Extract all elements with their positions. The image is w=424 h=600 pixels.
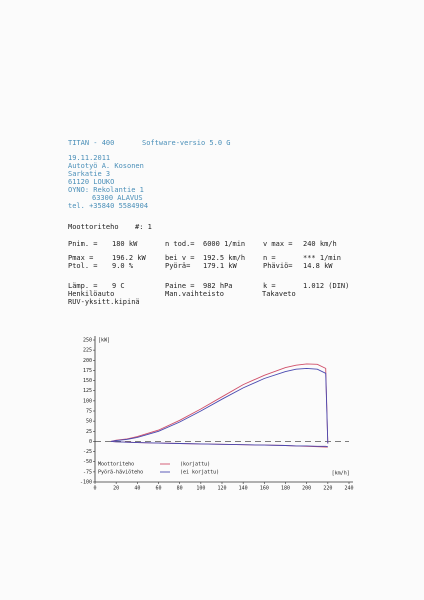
data-cell: k = [263, 282, 276, 290]
x-tick-label: 140 [239, 486, 248, 492]
data-cell: Pmax = [68, 254, 93, 262]
y-tick-label: 150 [83, 378, 92, 384]
data-cell: 982 hPa [203, 282, 233, 290]
y-tick-label: 100 [83, 398, 92, 404]
x-tick-label: 20 [113, 486, 119, 492]
power-curve [110, 363, 329, 444]
software-version: Software-versio 5.0 G [142, 139, 231, 147]
y-tick-label: 50 [86, 419, 92, 425]
data-cell: n = [263, 254, 276, 262]
y-tick-label: -25 [83, 449, 92, 455]
data-cell: Man.vaihteisto [165, 290, 224, 298]
data-cell: Ptol. = [68, 262, 98, 270]
y-tick-label: 25 [86, 429, 92, 435]
data-cell: v max = [263, 240, 293, 248]
y-tick-label: -75 [83, 469, 92, 475]
data-cell: RUV-yksitt.kipinä [68, 298, 140, 306]
device-title: TITAN - 400 [68, 139, 114, 147]
data-cell: Phäviö= [263, 262, 293, 270]
data-cell: 180 kW [112, 240, 138, 248]
legend-row-label: Moottoriteho [98, 462, 134, 468]
customer-line: OYNO: Rekolantie 1 [68, 186, 144, 194]
y-tick-label: 125 [83, 388, 92, 394]
data-cell: Paine = [165, 282, 195, 290]
y-tick-label: 75 [86, 409, 92, 415]
y-tick-label: 0 [89, 439, 92, 445]
customer-line: Autotyö A. Kosonen [68, 162, 144, 170]
data-cell: bei v = [165, 254, 195, 262]
data-cell: 240 km/h [303, 240, 337, 248]
x-tick-label: 160 [260, 486, 269, 492]
x-tick-label: 240 [344, 486, 353, 492]
power-curve [110, 367, 329, 444]
section-number: #: 1 [135, 223, 152, 231]
x-tick-label: 0 [93, 486, 96, 492]
y-tick-label: -50 [83, 459, 92, 465]
data-cell: 9 C [112, 282, 125, 290]
data-cell: n tod.= [165, 240, 195, 248]
legend-label: (korjattu) [180, 462, 210, 468]
section-title: Moottoriteho [68, 223, 119, 231]
legend-label: (ei korjattu) [180, 470, 219, 476]
data-cell: 179.1 kW [203, 262, 238, 270]
y-unit: [kW] [98, 338, 110, 344]
customer-line: 61120 LOUKO [68, 178, 114, 186]
x-unit: [km/h] [332, 471, 350, 477]
x-tick-label: 60 [155, 486, 161, 492]
y-tick-label: 200 [83, 358, 92, 364]
y-tick-label: 175 [83, 368, 92, 374]
legend-row-label: Pyörä-häviöteho [98, 470, 143, 476]
customer-line: 19.11.2011 [68, 154, 110, 162]
y-tick-label: 225 [83, 348, 92, 354]
power-curve [110, 440, 328, 448]
data-cell: 14.8 kW [303, 262, 333, 270]
data-cell: 1.012 (DIN) [303, 282, 349, 290]
x-tick-label: 180 [281, 486, 290, 492]
data-cell: 9.0 % [112, 262, 134, 270]
x-tick-label: 220 [323, 486, 332, 492]
y-tick-label: -100 [80, 480, 92, 486]
x-tick-label: 40 [134, 486, 140, 492]
customer-line: tel. +35840 5584904 [68, 202, 148, 210]
data-cell: Pyörä= [165, 262, 190, 270]
x-tick-label: 200 [302, 486, 311, 492]
data-cell: Pnim. = [68, 240, 98, 248]
data-cell: 192.5 km/h [203, 254, 245, 262]
x-tick-label: 80 [177, 486, 183, 492]
data-cell: 196.2 kW [112, 254, 147, 262]
data-cell: Takaveto [262, 290, 296, 298]
x-tick-label: 120 [217, 486, 226, 492]
data-cell: *** 1/min [303, 254, 341, 262]
customer-line: Sarkatie 3 [68, 170, 110, 178]
y-tick-label: 250 [83, 338, 92, 344]
customer-line: 63300 ALAVUS [92, 194, 143, 202]
x-tick-label: 100 [196, 486, 205, 492]
data-cell: 6000 1/min [203, 240, 245, 248]
data-cell: Henkilöauto [68, 290, 114, 298]
data-cell: Lämp. = [68, 282, 98, 290]
